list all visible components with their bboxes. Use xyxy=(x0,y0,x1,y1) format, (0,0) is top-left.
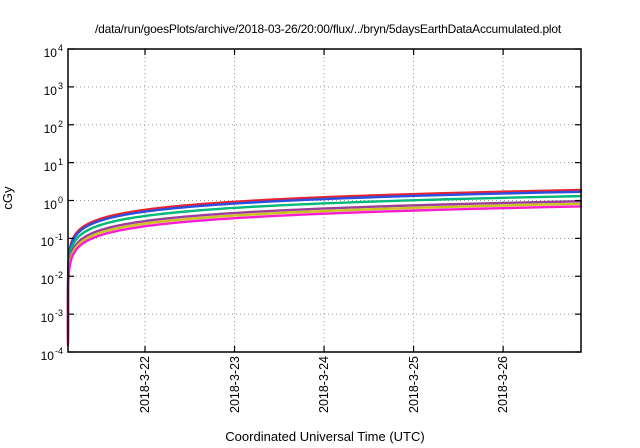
x-tick-label: 2018-3-23 xyxy=(227,356,242,413)
y-tick-label: 103 xyxy=(43,80,63,98)
x-axis-title: Coordinated Universal Time (UTC) xyxy=(225,429,425,444)
y-tick-label: 10-1 xyxy=(40,232,63,250)
y-tick-label: 104 xyxy=(43,43,63,60)
y-tick-label: 10-2 xyxy=(40,270,63,288)
plot-title: /data/run/goesPlots/archive/2018-03-26/2… xyxy=(94,22,562,36)
curve-series-purple xyxy=(66,200,583,342)
y-tick-label: 102 xyxy=(43,118,63,136)
x-tick-label: 2018-3-26 xyxy=(496,356,511,413)
x-tick-label: 2018-3-22 xyxy=(137,356,152,413)
y-tick-label: 10-4 xyxy=(40,346,63,363)
y-axis-title: cGy xyxy=(0,186,15,210)
x-tick-label: 2018-3-25 xyxy=(406,356,421,413)
y-tick-label: 100 xyxy=(43,194,63,212)
x-tick-label: 2018-3-24 xyxy=(317,356,332,413)
y-tick-label: 10-3 xyxy=(40,308,63,326)
y-tick-label: 101 xyxy=(43,156,63,174)
